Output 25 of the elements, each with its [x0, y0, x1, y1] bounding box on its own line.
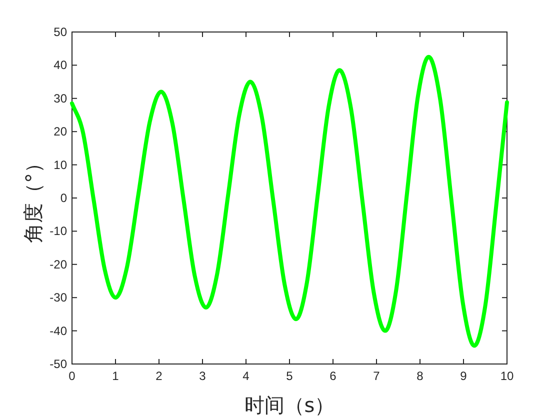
y-tick-label: 40	[54, 58, 68, 72]
x-tick-label: 1	[112, 369, 120, 383]
x-tick-label: 10	[500, 369, 514, 383]
y-tick-label: -30	[50, 290, 68, 305]
x-tick-label: 6	[330, 369, 337, 383]
x-tick-label: 0	[68, 369, 76, 383]
y-tick-label: 0	[60, 191, 68, 205]
x-axis-title: 时间（s）	[244, 393, 335, 417]
y-tick-label: -40	[50, 324, 68, 338]
x-tick-label: 3	[199, 369, 206, 383]
x-tick-label: 2	[156, 369, 163, 383]
x-tick-label: 9	[460, 369, 468, 383]
y-tick-label: -10	[50, 224, 68, 238]
line-series	[70, 54, 509, 348]
y-tick-label: 10	[54, 158, 68, 172]
x-tick-label: 5	[286, 369, 294, 383]
y-tick-label: 30	[54, 91, 68, 106]
y-tick-label: 20	[54, 124, 68, 139]
x-tick-label: 4	[242, 369, 250, 383]
y-axis-title: 角度（°）	[21, 153, 45, 243]
y-tick-label: 50	[54, 25, 68, 39]
y-tick-label: -20	[50, 257, 68, 272]
x-tick-label: 7	[373, 369, 380, 383]
x-tick-label: 8	[416, 369, 424, 383]
y-tick-label: -50	[50, 357, 68, 371]
